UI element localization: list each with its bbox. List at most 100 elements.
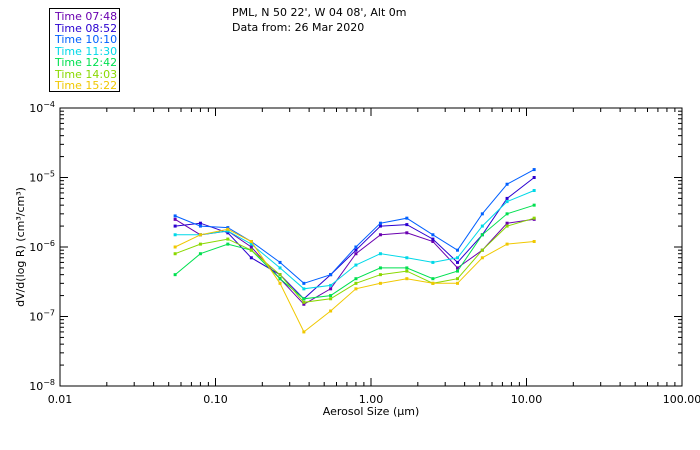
data-point [199, 222, 202, 225]
data-point [456, 256, 459, 259]
data-point [226, 243, 229, 246]
data-point [379, 282, 382, 285]
y-tick-exponent: −5 [43, 170, 55, 179]
data-point [250, 249, 253, 252]
y-tick-exponent: −4 [43, 100, 55, 109]
data-point [174, 252, 177, 255]
data-point [174, 218, 177, 221]
y-axis-label: dV/d(log R) (cm³/cm³) [14, 187, 27, 307]
legend-entry-1242: Time 12:42 [55, 57, 119, 69]
legend-entry-0748: Time 07:48 [55, 11, 119, 23]
data-point [533, 168, 536, 171]
legend-entry-1522: Time 15:22 [55, 80, 119, 92]
data-point [199, 252, 202, 255]
legend: Time 07:48 Time 08:52 Time 10:10 Time 11… [49, 8, 120, 92]
data-point [405, 256, 408, 259]
data-point [199, 233, 202, 236]
data-point [354, 264, 357, 267]
data-point [379, 222, 382, 225]
data-point [405, 217, 408, 220]
y-tick-mantissa: 10 [29, 172, 43, 185]
data-point [481, 233, 484, 236]
data-point [405, 231, 408, 234]
y-tick-mantissa: 10 [29, 311, 43, 324]
data-point [533, 204, 536, 207]
x-tick-label: 100.00 [663, 393, 700, 406]
data-point [405, 223, 408, 226]
data-point [431, 261, 434, 264]
data-point [174, 273, 177, 276]
data-point [431, 233, 434, 236]
y-tick-mantissa: 10 [29, 102, 43, 115]
data-point [302, 297, 305, 300]
data-point [379, 266, 382, 269]
data-point [506, 197, 509, 200]
data-point [456, 249, 459, 252]
data-point [174, 246, 177, 249]
data-point [379, 273, 382, 276]
data-point [379, 225, 382, 228]
data-point [456, 277, 459, 280]
data-point [506, 222, 509, 225]
data-point [405, 277, 408, 280]
data-point [431, 282, 434, 285]
data-point [506, 212, 509, 215]
data-point [302, 287, 305, 290]
data-point [174, 214, 177, 217]
data-point [354, 282, 357, 285]
data-point [456, 282, 459, 285]
data-point [354, 252, 357, 255]
data-point [279, 273, 282, 276]
data-point [405, 270, 408, 273]
y-tick-exponent: −8 [43, 378, 55, 387]
data-point [506, 183, 509, 186]
data-point [226, 228, 229, 231]
data-point [481, 256, 484, 259]
y-tick-exponent: −7 [43, 309, 55, 318]
data-point [481, 225, 484, 228]
axis-layer: 0.01 0.10 1.00 10.00 100.0010−810−710−610−51… [29, 100, 700, 406]
y-tick-label: 10−8 [29, 378, 55, 393]
y-tick-label: 10−4 [29, 100, 55, 115]
header-block: PML, N 50 22', W 04 08', Alt 0m Data fro… [232, 5, 406, 35]
y-tick-label: 10−6 [29, 239, 55, 254]
plot-frame [60, 108, 682, 386]
data-point [456, 270, 459, 273]
legend-entry-1010: Time 10:10 [55, 34, 119, 46]
x-tick-label: 0.01 [48, 393, 73, 406]
data-point [506, 225, 509, 228]
data-point [533, 189, 536, 192]
data-point [302, 301, 305, 304]
data-point [431, 277, 434, 280]
y-tick-mantissa: 10 [29, 241, 43, 254]
location-line: PML, N 50 22', W 04 08', Alt 0m [232, 5, 406, 20]
data-point [506, 243, 509, 246]
data-point [329, 287, 332, 290]
data-point [506, 200, 509, 203]
data-point [226, 238, 229, 241]
x-axis-label: Aerosol Size (μm) [323, 405, 420, 418]
data-point [431, 238, 434, 241]
data-point [329, 294, 332, 297]
data-point [279, 261, 282, 264]
data-point [329, 273, 332, 276]
series-layer [174, 168, 536, 333]
y-tick-label: 10−7 [29, 309, 55, 324]
y-tick-mantissa: 10 [29, 380, 43, 393]
y-tick-label: 10−5 [29, 170, 55, 185]
data-point [481, 212, 484, 215]
data-point [302, 330, 305, 333]
data-point [250, 246, 253, 249]
data-point [329, 309, 332, 312]
data-point [533, 240, 536, 243]
data-point [405, 266, 408, 269]
data-point [533, 176, 536, 179]
data-point [174, 233, 177, 236]
data-point [279, 277, 282, 280]
data-point [354, 249, 357, 252]
data-point [329, 297, 332, 300]
y-tick-exponent: −6 [43, 239, 55, 248]
data-point [250, 256, 253, 259]
data-point [174, 225, 177, 228]
data-point [354, 246, 357, 249]
